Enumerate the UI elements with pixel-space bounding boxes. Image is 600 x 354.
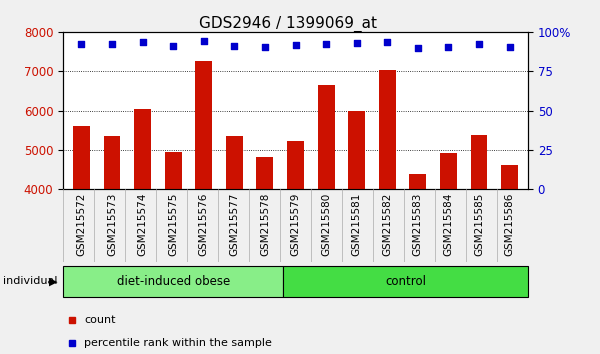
Bar	[283, 266, 528, 297]
Text: GSM215579: GSM215579	[290, 193, 301, 256]
Point	[169, 43, 178, 49]
Point	[505, 44, 514, 50]
Bar	[409, 174, 426, 189]
Point	[107, 42, 117, 47]
Text: GDS2946 / 1399069_at: GDS2946 / 1399069_at	[199, 16, 377, 32]
Text: GSM215572: GSM215572	[76, 193, 86, 256]
Text: GSM215580: GSM215580	[321, 193, 331, 256]
Point	[138, 40, 148, 45]
Text: GSM215585: GSM215585	[474, 193, 484, 256]
Text: GSM215573: GSM215573	[107, 193, 117, 256]
Text: diet-induced obese: diet-induced obese	[116, 275, 230, 288]
Bar	[196, 61, 212, 189]
Bar	[256, 157, 274, 189]
Point	[77, 42, 86, 47]
Point	[291, 42, 301, 48]
Text: GSM215576: GSM215576	[199, 193, 209, 256]
Bar	[379, 70, 395, 189]
Text: GSM215582: GSM215582	[382, 193, 392, 256]
Text: GSM215574: GSM215574	[137, 193, 148, 256]
Point	[413, 45, 422, 50]
Point	[260, 44, 270, 50]
Bar	[226, 136, 243, 189]
Point	[352, 40, 361, 46]
Point	[321, 42, 331, 47]
Text: GSM215575: GSM215575	[168, 193, 178, 256]
Point	[443, 44, 453, 50]
Bar	[73, 126, 90, 189]
Text: GSM215584: GSM215584	[443, 193, 454, 256]
Point	[382, 40, 392, 45]
Text: GSM215581: GSM215581	[352, 193, 362, 256]
Text: GSM215578: GSM215578	[260, 193, 270, 256]
Bar	[63, 266, 283, 297]
Text: GSM215583: GSM215583	[413, 193, 423, 256]
Text: GSM215586: GSM215586	[505, 193, 515, 256]
Bar	[348, 112, 365, 189]
Text: percentile rank within the sample: percentile rank within the sample	[84, 338, 272, 348]
Bar	[470, 135, 487, 189]
Text: ▶: ▶	[49, 276, 58, 286]
Text: GSM215577: GSM215577	[229, 193, 239, 256]
Bar	[134, 109, 151, 189]
Text: control: control	[385, 275, 426, 288]
Bar	[501, 165, 518, 189]
Point	[230, 43, 239, 49]
Point	[199, 39, 209, 44]
Bar	[104, 136, 121, 189]
Point	[474, 42, 484, 47]
Text: count: count	[84, 315, 115, 325]
Bar	[317, 85, 335, 189]
Bar	[165, 152, 182, 189]
Bar	[440, 153, 457, 189]
Bar	[287, 141, 304, 189]
Text: individual: individual	[3, 276, 58, 286]
